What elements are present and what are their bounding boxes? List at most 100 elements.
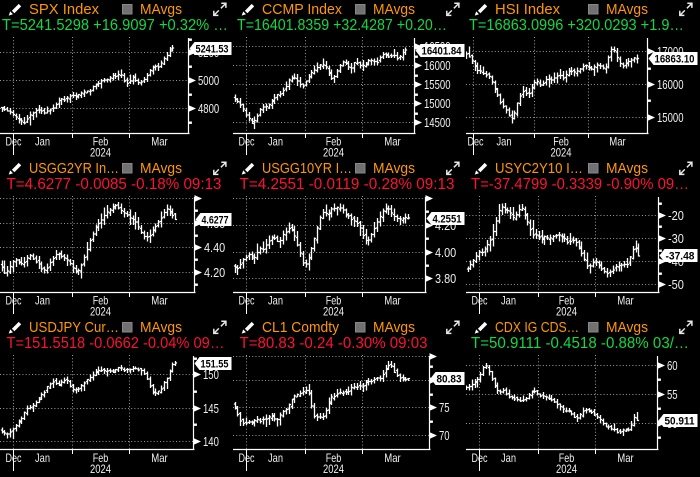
svg-text:Dec: Dec xyxy=(239,451,255,465)
svg-text:Mar: Mar xyxy=(384,293,401,307)
svg-text:T=4.6277 -0.0085 -0.18% 09:13: T=4.6277 -0.0085 -0.18% 09:13 xyxy=(7,176,222,193)
svg-text:-50: -50 xyxy=(668,278,684,292)
svg-text:MAvgs: MAvgs xyxy=(606,1,648,18)
svg-text:Dec: Dec xyxy=(472,293,488,307)
svg-text:Dec: Dec xyxy=(6,451,22,465)
svg-text:2024: 2024 xyxy=(323,462,344,476)
svg-text:16000: 16000 xyxy=(424,59,451,73)
svg-text:Feb: Feb xyxy=(93,451,109,465)
svg-text:Feb: Feb xyxy=(553,134,569,148)
svg-text:CCMP Index: CCMP Index xyxy=(262,1,342,18)
svg-text:140: 140 xyxy=(203,435,219,449)
svg-text:T=151.5518 -0.0662 -0.04% 09…: T=151.5518 -0.0662 -0.04% 09… xyxy=(7,335,225,352)
svg-text:145: 145 xyxy=(203,402,219,416)
svg-text:MAvgs: MAvgs xyxy=(606,319,648,336)
svg-text:2024: 2024 xyxy=(323,146,344,159)
svg-text:2024: 2024 xyxy=(90,146,111,159)
svg-text:Dec: Dec xyxy=(239,293,255,307)
svg-text:4.20: 4.20 xyxy=(204,266,225,280)
svg-text:80.83: 80.83 xyxy=(437,373,462,385)
svg-text:USYC2Y10 I…: USYC2Y10 I… xyxy=(495,160,583,177)
svg-text:Jan: Jan xyxy=(501,451,516,465)
svg-text:USDJPY Cur…: USDJPY Cur… xyxy=(29,319,119,336)
svg-text:Jan: Jan xyxy=(268,293,283,307)
svg-text:Mar: Mar xyxy=(151,134,168,148)
svg-text:2024: 2024 xyxy=(556,462,577,476)
svg-text:MAvgs: MAvgs xyxy=(606,160,648,177)
svg-text:HSI Index: HSI Index xyxy=(495,1,560,18)
svg-text:Dec: Dec xyxy=(6,293,22,307)
svg-text:T=50.9111 -0.4518 -0.88% 03/…: T=50.9111 -0.4518 -0.88% 03/… xyxy=(471,335,689,352)
svg-text:2024: 2024 xyxy=(551,146,572,159)
svg-text:14500: 14500 xyxy=(424,116,451,130)
svg-text:SPX Index: SPX Index xyxy=(29,1,99,18)
svg-text:-37.48: -37.48 xyxy=(666,250,695,262)
svg-text:Feb: Feb xyxy=(326,451,342,465)
svg-text:Dec: Dec xyxy=(472,451,488,465)
svg-text:CL1 Comdty: CL1 Comdty xyxy=(262,319,339,336)
svg-text:4.00: 4.00 xyxy=(435,246,456,260)
svg-text:60: 60 xyxy=(667,359,678,373)
svg-text:T=4.2551 -0.0119 -0.28% 09:13: T=4.2551 -0.0119 -0.28% 09:13 xyxy=(240,176,455,193)
svg-text:Jan: Jan xyxy=(268,451,283,465)
svg-text:Feb: Feb xyxy=(559,293,575,307)
svg-text:5241.53: 5241.53 xyxy=(196,43,229,55)
svg-text:Feb: Feb xyxy=(326,134,342,148)
svg-text:T=80.83 -0.24 -0.30% 09:03: T=80.83 -0.24 -0.30% 09:03 xyxy=(240,335,428,352)
svg-text:T=16863.0996 +320.0293 +1.9…: T=16863.0996 +320.0293 +1.9… xyxy=(469,17,684,34)
svg-text:Mar: Mar xyxy=(384,134,401,148)
svg-text:Jan: Jan xyxy=(35,451,50,465)
svg-text:Mar: Mar xyxy=(151,451,168,465)
svg-text:2024: 2024 xyxy=(90,462,111,476)
svg-text:151.55: 151.55 xyxy=(201,358,229,370)
svg-text:2024: 2024 xyxy=(323,305,344,318)
svg-text:70: 70 xyxy=(439,429,450,443)
svg-text:Feb: Feb xyxy=(93,293,109,307)
svg-text:15000: 15000 xyxy=(424,97,451,111)
svg-text:-20: -20 xyxy=(668,209,684,223)
svg-text:4800: 4800 xyxy=(198,102,219,116)
svg-text:16401.84: 16401.84 xyxy=(422,45,463,57)
svg-text:4.6277: 4.6277 xyxy=(202,214,229,226)
svg-text:Feb: Feb xyxy=(559,451,575,465)
svg-text:15000: 15000 xyxy=(657,111,684,125)
svg-text:MAvgs: MAvgs xyxy=(140,319,182,336)
svg-text:USGG2YR In…: USGG2YR In… xyxy=(29,160,119,177)
svg-text:CDX IG CDS…: CDX IG CDS… xyxy=(495,319,579,336)
svg-text:Dec: Dec xyxy=(239,134,255,148)
svg-text:50.911: 50.911 xyxy=(665,415,695,427)
svg-text:Mar: Mar xyxy=(617,293,634,307)
svg-text:150: 150 xyxy=(203,368,219,382)
svg-text:Jan: Jan xyxy=(35,293,50,307)
svg-text:Mar: Mar xyxy=(609,134,626,148)
svg-text:5000: 5000 xyxy=(198,74,219,88)
svg-text:T=5241.5298 +16.9097 +0.32% …: T=5241.5298 +16.9097 +0.32% … xyxy=(2,17,228,34)
svg-text:3.80: 3.80 xyxy=(435,272,456,286)
svg-text:75: 75 xyxy=(439,401,450,415)
svg-text:Feb: Feb xyxy=(93,134,109,148)
svg-text:Jan: Jan xyxy=(497,134,512,148)
svg-text:MAvgs: MAvgs xyxy=(373,160,415,177)
svg-text:2024: 2024 xyxy=(556,305,577,318)
svg-text:USGG10YR I…: USGG10YR I… xyxy=(262,160,352,177)
svg-text:MAvgs: MAvgs xyxy=(373,319,415,336)
svg-text:T=-37.4799 -0.3339 -0.90% 09…: T=-37.4799 -0.3339 -0.90% 09… xyxy=(471,176,689,193)
svg-text:Dec: Dec xyxy=(468,134,484,148)
svg-text:Mar: Mar xyxy=(617,451,634,465)
svg-text:4.40: 4.40 xyxy=(204,241,225,255)
svg-text:Jan: Jan xyxy=(501,293,516,307)
svg-text:15500: 15500 xyxy=(424,78,451,92)
svg-text:Jan: Jan xyxy=(268,134,283,148)
svg-text:Dec: Dec xyxy=(6,134,22,148)
svg-text:16863.10: 16863.10 xyxy=(655,53,695,65)
svg-text:16000: 16000 xyxy=(657,78,684,92)
svg-text:Feb: Feb xyxy=(326,293,342,307)
svg-text:Mar: Mar xyxy=(384,451,401,465)
svg-text:55: 55 xyxy=(667,388,678,402)
svg-text:Mar: Mar xyxy=(151,293,168,307)
svg-text:T=16401.8359 +32.4287 +0.20…: T=16401.8359 +32.4287 +0.20… xyxy=(237,17,447,34)
svg-text:Jan: Jan xyxy=(35,134,50,148)
svg-text:MAvgs: MAvgs xyxy=(373,1,415,18)
svg-text:-30: -30 xyxy=(668,232,684,246)
svg-text:2024: 2024 xyxy=(90,305,111,318)
